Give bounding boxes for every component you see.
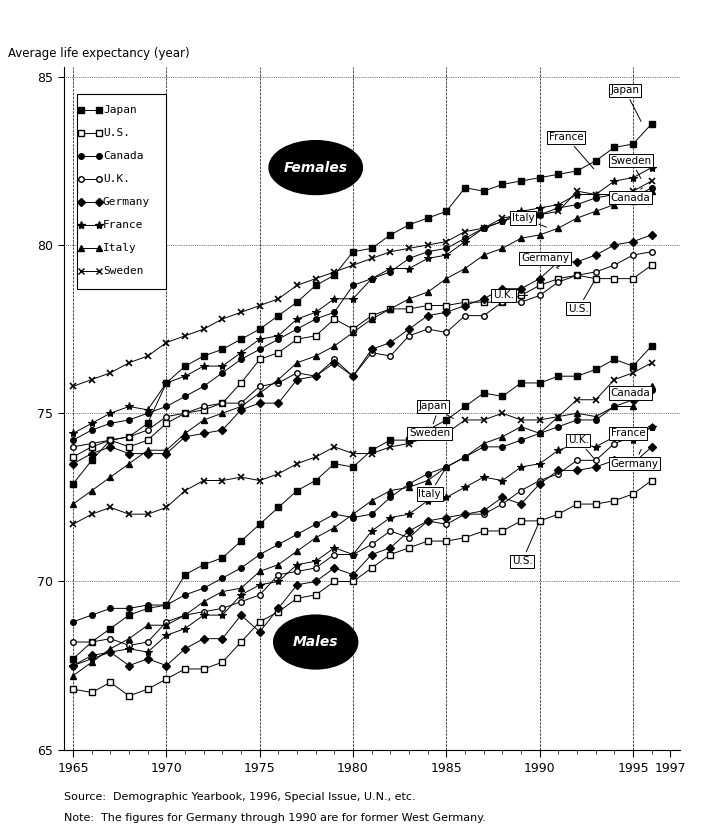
Text: Italy: Italy xyxy=(103,243,137,253)
Text: France: France xyxy=(610,428,645,438)
Text: Sweden: Sweden xyxy=(103,266,144,276)
Text: Average life expectancy (year): Average life expectancy (year) xyxy=(8,47,190,60)
Text: Canada: Canada xyxy=(103,152,144,162)
Text: U.S.: U.S. xyxy=(568,281,594,314)
Bar xyxy=(76,93,166,289)
Text: Italy: Italy xyxy=(418,470,445,499)
Text: U.K.: U.K. xyxy=(493,291,527,301)
Text: Japan: Japan xyxy=(103,106,137,116)
Ellipse shape xyxy=(269,141,362,194)
Text: France: France xyxy=(549,132,594,169)
Text: France: France xyxy=(103,220,144,230)
Text: U.K.: U.K. xyxy=(568,435,594,458)
Text: Japan: Japan xyxy=(610,85,641,122)
Text: Sweden: Sweden xyxy=(409,416,450,438)
Text: Japan: Japan xyxy=(418,402,453,418)
Text: Sweden: Sweden xyxy=(610,156,652,178)
Text: Source:  Demographic Yearbook, 1996, Special Issue, U.N., etc.: Source: Demographic Yearbook, 1996, Spec… xyxy=(64,791,416,801)
Text: Germany: Germany xyxy=(610,449,658,469)
Text: Canada: Canada xyxy=(610,187,651,203)
Ellipse shape xyxy=(274,615,358,669)
Text: Italy: Italy xyxy=(512,213,547,227)
Text: Males: Males xyxy=(293,635,338,649)
Text: Canada: Canada xyxy=(610,388,651,398)
Text: U.S.: U.S. xyxy=(512,523,539,566)
Text: Germany: Germany xyxy=(103,197,150,207)
Text: Females: Females xyxy=(284,161,348,175)
Text: U.K.: U.K. xyxy=(103,174,130,184)
Text: U.S.: U.S. xyxy=(103,128,130,138)
Text: Note:  The figures for Germany through 1990 are for former West Germany.: Note: The figures for Germany through 19… xyxy=(64,812,486,822)
Text: Germany: Germany xyxy=(521,253,569,268)
